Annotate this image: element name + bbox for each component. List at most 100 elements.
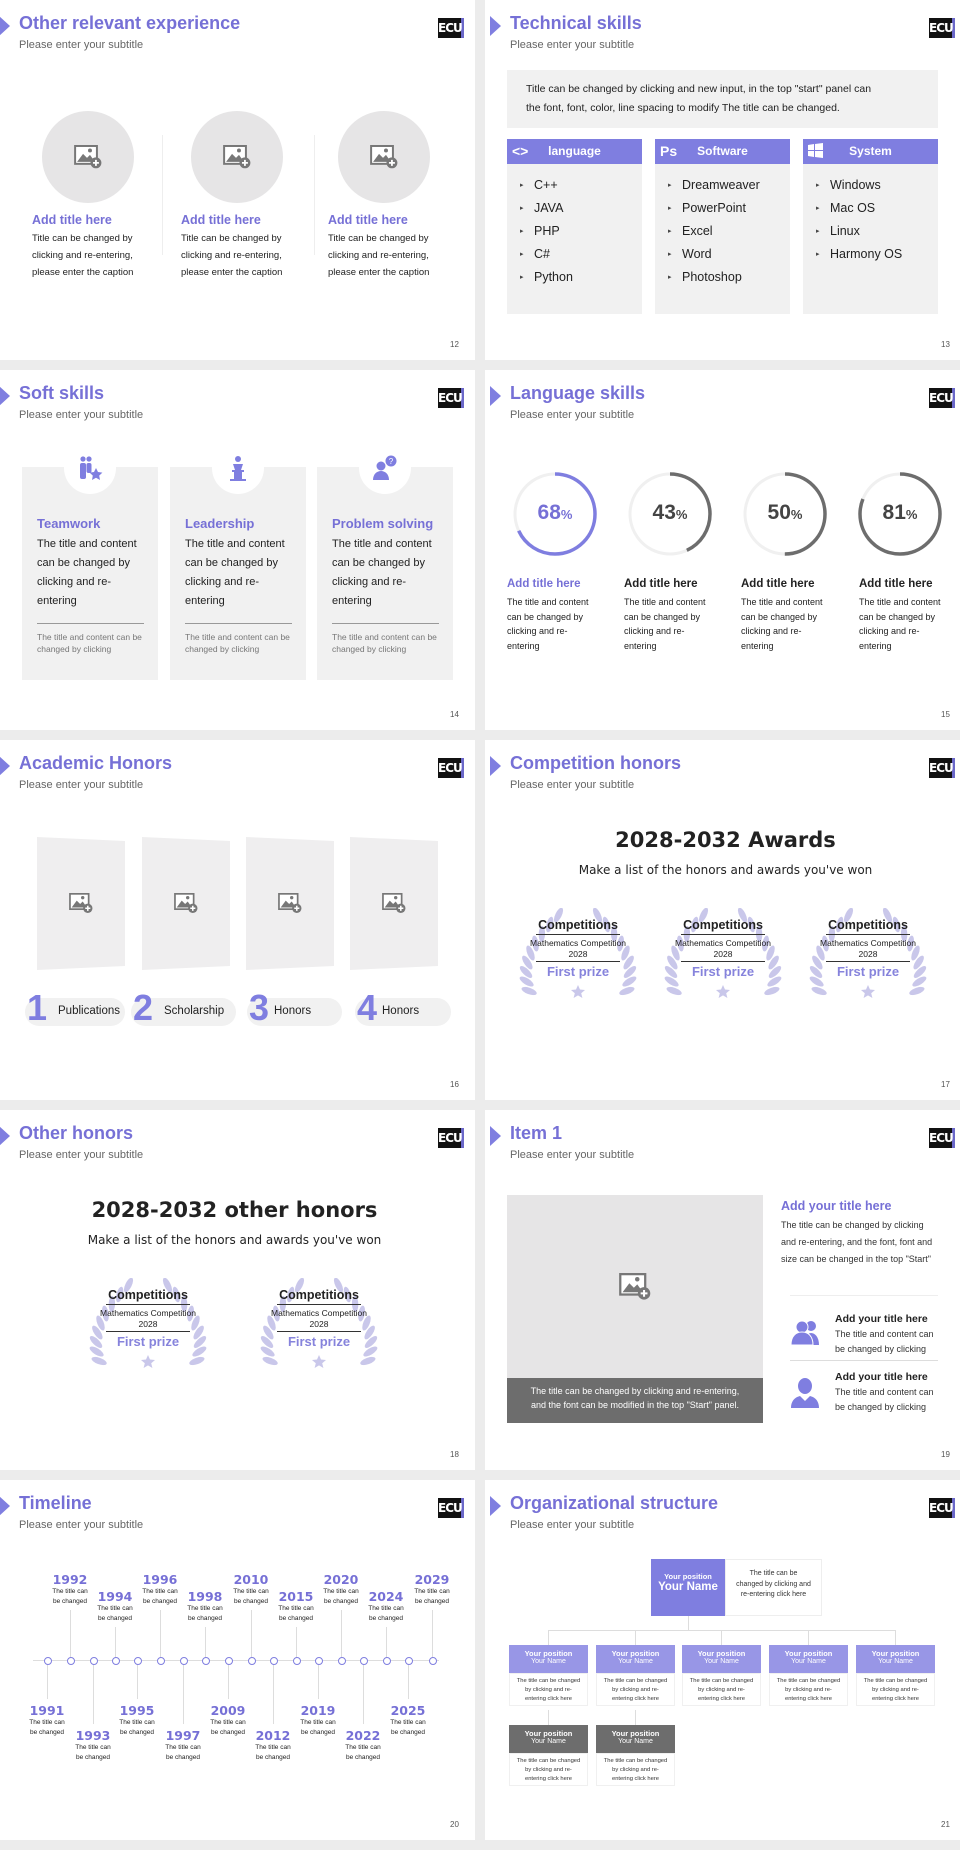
- timeline-dot[interactable]: [428, 1656, 437, 1665]
- bullet-icon: ▸: [816, 182, 820, 189]
- org-node[interactable]: Your position Your Name: [769, 1645, 848, 1673]
- timeline-year: 2012: [255, 1728, 291, 1743]
- photo-placeholder[interactable]: [37, 837, 125, 970]
- text-line: can be changed by: [741, 611, 818, 622]
- connector: [273, 1660, 274, 1724]
- skill-item: Word: [682, 247, 712, 261]
- org-top-node[interactable]: Your position Your Name: [651, 1559, 725, 1616]
- progress-ring: [511, 470, 599, 558]
- row-title: Add your title here: [835, 1313, 928, 1325]
- photo-placeholder[interactable]: [191, 111, 283, 203]
- timeline-dot[interactable]: [382, 1656, 391, 1665]
- progress-ring: [626, 470, 714, 558]
- slide-20: Timeline Please enter your subtitle ECU 20 1…: [0, 1480, 475, 1840]
- timeline-year: 1994: [97, 1589, 133, 1604]
- bullet-icon: ▸: [520, 182, 524, 189]
- timeline-dot[interactable]: [224, 1656, 233, 1665]
- org-node[interactable]: Your position Your Name: [856, 1645, 935, 1673]
- timeline-year: 2010: [233, 1572, 269, 1587]
- node-name: Your Name: [878, 1658, 913, 1665]
- text-line: entering: [741, 640, 774, 651]
- node-text: The title can be: [749, 1570, 798, 1577]
- timeline-dot[interactable]: [247, 1656, 256, 1665]
- org-node[interactable]: Your position Your Name: [509, 1725, 588, 1753]
- text-line: be changed by clicking: [835, 1402, 927, 1412]
- org-node[interactable]: Your position Your Name: [682, 1645, 761, 1673]
- timeline-year: 1998: [187, 1589, 223, 1604]
- photo-placeholder[interactable]: [142, 837, 230, 970]
- divider: [681, 934, 765, 935]
- award-event: Mathematics Competition: [675, 938, 771, 948]
- caption-bar: [507, 1378, 763, 1423]
- skill-card: [317, 467, 453, 680]
- add-image-icon: [174, 893, 198, 914]
- connector: [137, 1660, 138, 1699]
- timeline-text: The title can: [165, 1744, 201, 1751]
- timeline-dot[interactable]: [292, 1656, 301, 1665]
- connector: [548, 1630, 549, 1645]
- connector: [47, 1660, 48, 1699]
- title-arrow-icon: [0, 16, 10, 36]
- award-event: Mathematics Competition: [100, 1308, 196, 1318]
- timeline-dot[interactable]: [314, 1656, 323, 1665]
- text-line: The title and content: [37, 538, 137, 550]
- text-line: The title and content: [624, 597, 706, 607]
- connector: [721, 1630, 722, 1645]
- ring-title: Add title here: [859, 578, 933, 590]
- photoshop-icon: Ps: [660, 143, 678, 159]
- text-line: please enter the caption: [328, 267, 430, 278]
- node-text: entering click here: [697, 1695, 746, 1702]
- photo-placeholder[interactable]: [338, 111, 430, 203]
- icon-circle: [212, 442, 264, 494]
- page-number: 20: [450, 1820, 459, 1829]
- photo-placeholder[interactable]: [507, 1195, 763, 1378]
- divider: [536, 961, 620, 962]
- timeline-dot[interactable]: [43, 1656, 52, 1665]
- title-arrow-icon: [0, 1126, 10, 1146]
- node-name: Your Name: [791, 1658, 826, 1665]
- item-number: 3: [249, 987, 270, 1028]
- timeline-dot[interactable]: [179, 1656, 188, 1665]
- timeline-text: The title can: [119, 1719, 155, 1726]
- divider: [536, 934, 620, 935]
- text-line: Title can be changed by: [181, 233, 282, 244]
- timeline-text: The title can: [390, 1719, 426, 1726]
- timeline-year: 2022: [345, 1728, 381, 1743]
- timeline-dot[interactable]: [359, 1656, 368, 1665]
- org-node[interactable]: Your position Your Name: [509, 1645, 588, 1673]
- org-node[interactable]: Your position Your Name: [596, 1645, 675, 1673]
- timeline-year: 1992: [52, 1572, 88, 1587]
- ecu-logo: ECU: [438, 18, 464, 38]
- node-text: changed by clicking and: [736, 1580, 811, 1588]
- org-node[interactable]: Your position Your Name: [596, 1725, 675, 1753]
- slide-17: Competition honors Please enter your subt…: [485, 740, 960, 1100]
- title-arrow-icon: [0, 1496, 10, 1516]
- photo-placeholder[interactable]: [42, 111, 134, 203]
- timeline-text: be changed: [98, 1614, 132, 1622]
- connector: [386, 1627, 387, 1660]
- timeline-dot[interactable]: [269, 1656, 278, 1665]
- skill-item: C#: [534, 247, 550, 261]
- timeline-dot[interactable]: [156, 1656, 165, 1665]
- timeline-dot[interactable]: [111, 1656, 120, 1665]
- timeline-dot[interactable]: [337, 1656, 346, 1665]
- connector: [808, 1630, 809, 1645]
- timeline-text: The title can: [210, 1719, 246, 1726]
- timeline-dot[interactable]: [89, 1656, 98, 1665]
- progress-number: 81: [882, 501, 906, 524]
- timeline-text: The title can: [278, 1605, 314, 1612]
- award-name: Competitions: [279, 1288, 359, 1302]
- photo-placeholder[interactable]: [350, 837, 438, 970]
- text-line: changed by clicking: [185, 644, 260, 654]
- timeline-text: The title can: [29, 1719, 65, 1726]
- timeline-dot[interactable]: [133, 1656, 142, 1665]
- timeline-text: be changed: [346, 1753, 380, 1761]
- timeline-text: The title can: [75, 1744, 111, 1751]
- text-line: entering: [507, 640, 540, 651]
- photo-placeholder[interactable]: [246, 837, 334, 970]
- timeline-dot[interactable]: [66, 1656, 75, 1665]
- timeline-dot[interactable]: [404, 1656, 413, 1665]
- slide-title: Organizational structure: [510, 1493, 719, 1513]
- timeline-dot[interactable]: [201, 1656, 210, 1665]
- slide-subtitle: Please enter your subtitle: [19, 409, 144, 421]
